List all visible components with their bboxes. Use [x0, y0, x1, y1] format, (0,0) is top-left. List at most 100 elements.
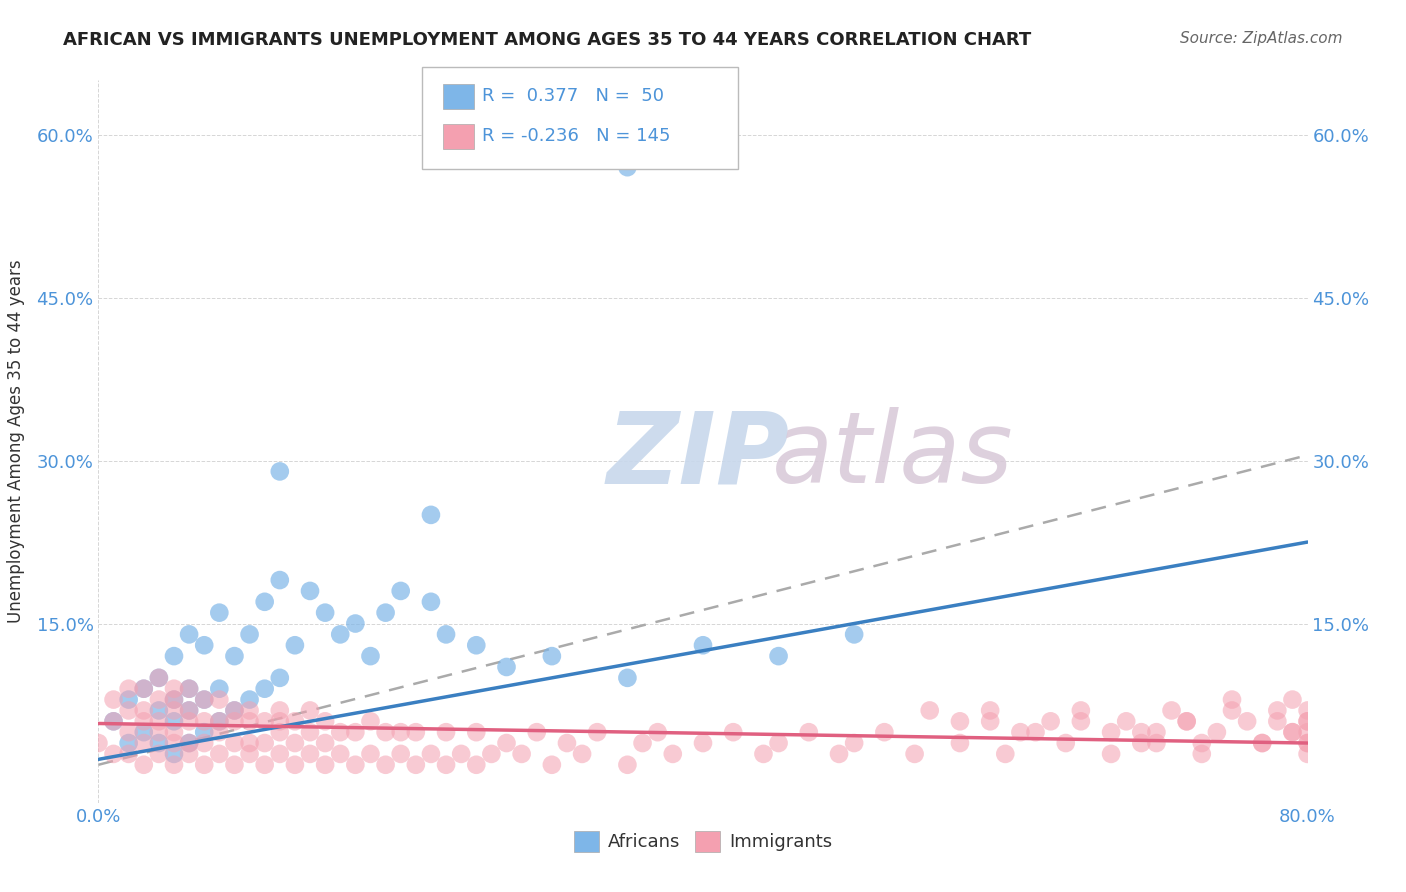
- Point: [193, 757, 215, 772]
- Point: [420, 595, 443, 609]
- Point: [329, 725, 352, 739]
- Point: [918, 703, 941, 717]
- Point: [179, 736, 201, 750]
- Point: [163, 757, 186, 772]
- Text: ZIP: ZIP: [606, 408, 789, 505]
- Point: [329, 627, 352, 641]
- Point: [132, 736, 155, 750]
- Point: [284, 714, 307, 729]
- Point: [239, 736, 262, 750]
- Point: [103, 714, 125, 729]
- Point: [179, 681, 201, 696]
- Point: [284, 736, 307, 750]
- Point: [1130, 725, 1153, 739]
- Point: [768, 649, 790, 664]
- Point: [1144, 725, 1167, 739]
- Point: [434, 757, 457, 772]
- Point: [269, 714, 291, 729]
- Point: [193, 714, 215, 729]
- Point: [540, 649, 562, 664]
- Point: [844, 736, 866, 750]
- Point: [299, 725, 322, 739]
- Point: [1099, 725, 1122, 739]
- Point: [118, 692, 141, 706]
- Point: [1220, 692, 1243, 706]
- Point: [873, 725, 896, 739]
- Point: [208, 606, 231, 620]
- Point: [163, 681, 186, 696]
- Point: [179, 627, 201, 641]
- Point: [526, 725, 548, 739]
- Point: [692, 736, 714, 750]
- Point: [1296, 736, 1319, 750]
- Point: [768, 736, 790, 750]
- Point: [495, 736, 517, 750]
- Point: [1267, 703, 1289, 717]
- Point: [269, 747, 291, 761]
- Point: [208, 714, 231, 729]
- Point: [1251, 736, 1274, 750]
- Point: [163, 692, 186, 706]
- Point: [224, 736, 246, 750]
- Point: [1144, 736, 1167, 750]
- Point: [314, 714, 336, 729]
- Point: [163, 649, 186, 664]
- Point: [405, 725, 427, 739]
- Point: [179, 703, 201, 717]
- Point: [132, 714, 155, 729]
- Point: [994, 747, 1017, 761]
- Point: [163, 714, 186, 729]
- Point: [253, 736, 276, 750]
- Point: [269, 573, 291, 587]
- Point: [148, 692, 170, 706]
- Point: [360, 649, 382, 664]
- Point: [163, 703, 186, 717]
- Point: [389, 725, 412, 739]
- Point: [163, 736, 186, 750]
- Point: [239, 692, 262, 706]
- Point: [193, 692, 215, 706]
- Point: [1054, 736, 1077, 750]
- Point: [405, 757, 427, 772]
- Point: [1206, 725, 1229, 739]
- Point: [269, 464, 291, 478]
- Point: [844, 627, 866, 641]
- Point: [314, 736, 336, 750]
- Point: [179, 714, 201, 729]
- Point: [224, 703, 246, 717]
- Point: [360, 747, 382, 761]
- Point: [284, 638, 307, 652]
- Point: [344, 616, 367, 631]
- Point: [224, 703, 246, 717]
- Point: [118, 747, 141, 761]
- Point: [1296, 736, 1319, 750]
- Point: [179, 747, 201, 761]
- Point: [692, 638, 714, 652]
- Point: [253, 595, 276, 609]
- Point: [420, 508, 443, 522]
- Point: [269, 725, 291, 739]
- Point: [239, 703, 262, 717]
- Point: [148, 747, 170, 761]
- Point: [132, 681, 155, 696]
- Point: [103, 714, 125, 729]
- Point: [148, 736, 170, 750]
- Point: [148, 703, 170, 717]
- Point: [118, 681, 141, 696]
- Point: [616, 757, 638, 772]
- Point: [193, 736, 215, 750]
- Point: [314, 606, 336, 620]
- Point: [434, 725, 457, 739]
- Point: [1191, 736, 1213, 750]
- Point: [450, 747, 472, 761]
- Point: [132, 757, 155, 772]
- Point: [224, 649, 246, 664]
- Point: [132, 703, 155, 717]
- Point: [148, 671, 170, 685]
- Point: [1070, 703, 1092, 717]
- Point: [420, 747, 443, 761]
- Text: Source: ZipAtlas.com: Source: ZipAtlas.com: [1180, 31, 1343, 46]
- Point: [616, 671, 638, 685]
- Point: [163, 725, 186, 739]
- Point: [118, 703, 141, 717]
